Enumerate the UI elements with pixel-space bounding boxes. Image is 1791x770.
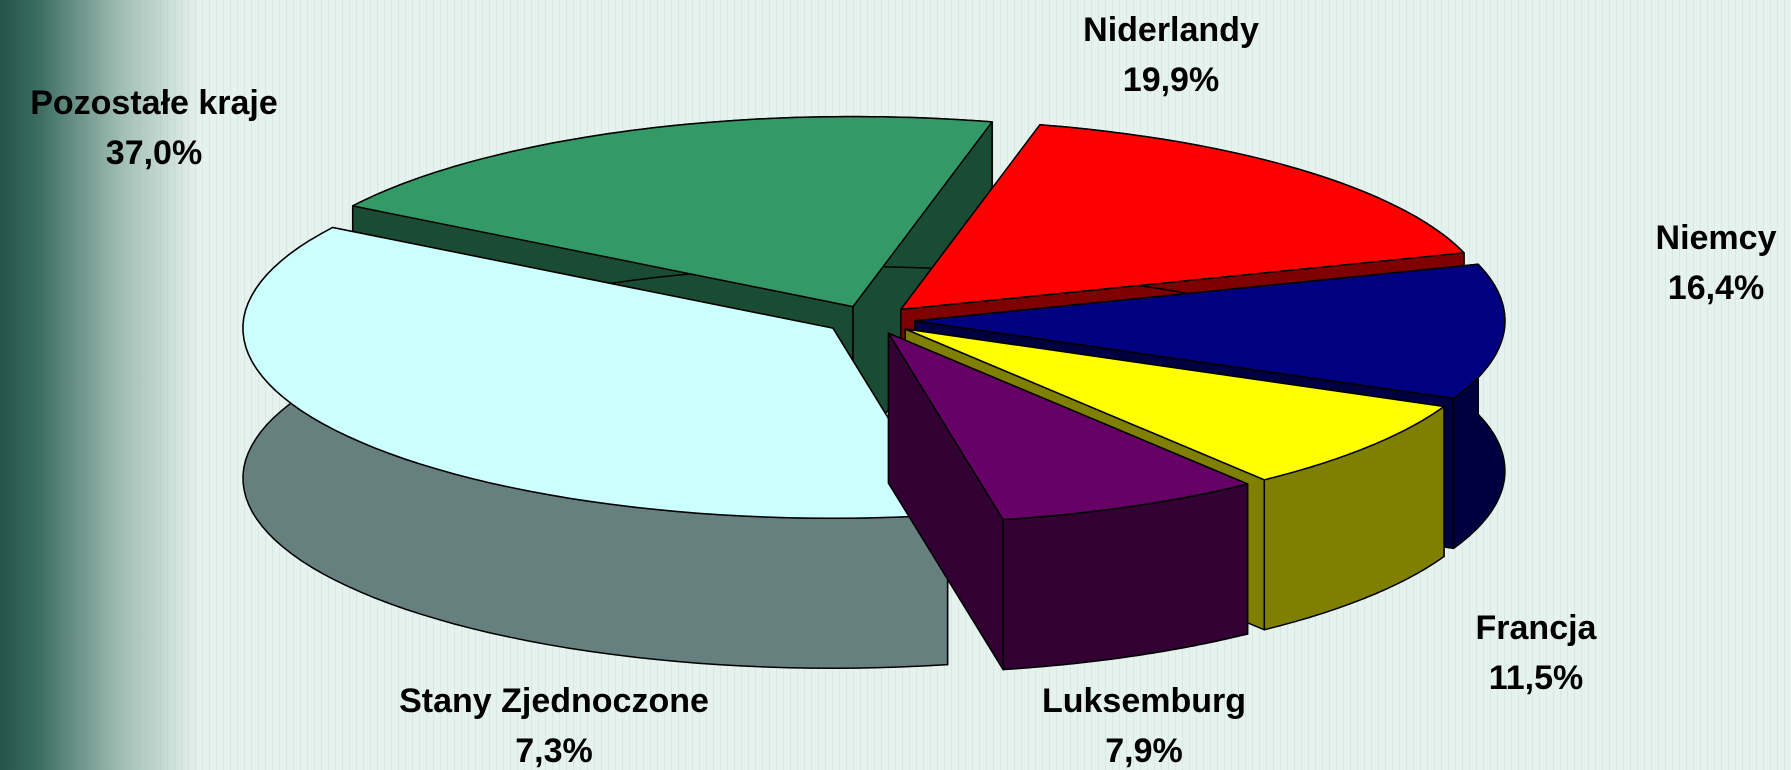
pie-slice	[887, 332, 1249, 671]
slice-top	[351, 115, 993, 308]
slice-label: Niemcy	[1656, 219, 1777, 257]
slice-label: Francja	[1476, 609, 1598, 647]
slice-label: Stany Zjednoczone	[399, 682, 709, 720]
slice-label: Luksemburg	[1042, 682, 1246, 720]
value-label: 37,0%	[106, 134, 202, 172]
value-label: 16,4%	[1668, 269, 1764, 307]
slice-top	[900, 124, 1465, 311]
slice-label: Niderlandy	[1083, 11, 1259, 49]
value-label: 11,5%	[1489, 659, 1584, 697]
slice-top	[242, 226, 949, 519]
slice-label: Pozostałe kraje	[30, 84, 278, 122]
slice-top	[904, 328, 1445, 481]
slice-top	[914, 263, 1506, 400]
value-label: 7,9%	[1105, 732, 1183, 770]
value-label: 19,9%	[1123, 61, 1219, 99]
pie-slice	[242, 226, 949, 669]
value-label: 7,3%	[515, 732, 593, 770]
slice-top	[887, 332, 1249, 521]
